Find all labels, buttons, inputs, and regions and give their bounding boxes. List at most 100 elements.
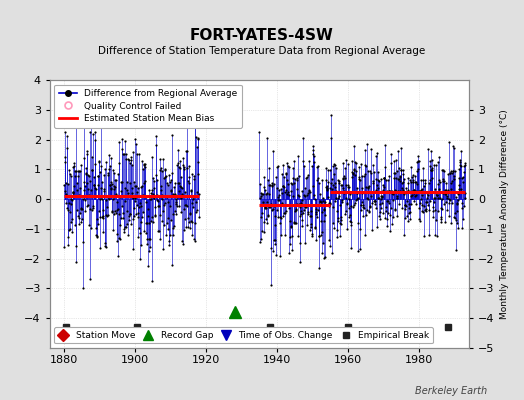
- Point: [193, 144, 201, 150]
- Point: [417, 187, 425, 194]
- Point: [450, 176, 458, 182]
- Point: [351, 159, 359, 165]
- Point: [296, 240, 304, 246]
- Point: [425, 207, 433, 213]
- Point: [455, 162, 464, 168]
- Point: [172, 194, 181, 200]
- Point: [168, 232, 177, 238]
- Point: [352, 168, 361, 174]
- Point: [69, 189, 78, 196]
- Point: [174, 164, 183, 170]
- Point: [135, 151, 143, 157]
- Point: [184, 214, 192, 221]
- Point: [345, 214, 353, 220]
- Point: [360, 189, 368, 195]
- Point: [124, 232, 133, 238]
- Point: [377, 176, 385, 182]
- Point: [105, 182, 114, 188]
- Point: [86, 206, 95, 213]
- Point: [61, 128, 70, 135]
- Point: [326, 201, 335, 207]
- Point: [441, 219, 449, 226]
- Point: [60, 244, 69, 250]
- Point: [341, 165, 350, 171]
- Point: [347, 221, 356, 228]
- Point: [441, 191, 450, 197]
- Point: [443, 187, 452, 193]
- Point: [290, 220, 299, 226]
- Point: [386, 188, 394, 195]
- Point: [285, 250, 293, 256]
- Point: [103, 170, 112, 176]
- Point: [328, 185, 336, 192]
- Point: [265, 165, 274, 171]
- Point: [266, 204, 275, 210]
- Point: [288, 233, 296, 239]
- Point: [450, 144, 458, 151]
- Point: [450, 214, 458, 220]
- Point: [359, 203, 367, 210]
- Point: [355, 164, 363, 170]
- Point: [412, 179, 420, 185]
- Point: [421, 177, 429, 183]
- Point: [443, 207, 451, 213]
- Point: [183, 124, 191, 130]
- Point: [332, 195, 340, 202]
- Point: [394, 195, 402, 202]
- Point: [307, 224, 315, 230]
- Point: [108, 209, 116, 215]
- Point: [375, 213, 384, 219]
- Point: [182, 202, 190, 208]
- Point: [87, 187, 95, 194]
- Point: [140, 160, 149, 167]
- Point: [187, 188, 195, 194]
- Point: [275, 187, 283, 193]
- Point: [156, 212, 164, 218]
- Point: [160, 174, 168, 181]
- Point: [71, 168, 79, 175]
- Point: [150, 213, 159, 220]
- Point: [323, 185, 332, 192]
- Point: [152, 133, 160, 139]
- Point: [396, 178, 405, 185]
- Text: Difference of Station Temperature Data from Regional Average: Difference of Station Temperature Data f…: [99, 46, 425, 56]
- Point: [167, 177, 175, 183]
- Point: [343, 182, 352, 188]
- Point: [161, 174, 169, 180]
- Point: [271, 222, 280, 228]
- Point: [391, 207, 399, 213]
- Point: [125, 217, 134, 223]
- Point: [359, 213, 367, 219]
- Point: [417, 177, 425, 183]
- Point: [356, 246, 364, 252]
- Point: [85, 128, 94, 135]
- Point: [101, 240, 109, 247]
- Point: [312, 209, 320, 216]
- Point: [455, 175, 463, 181]
- Point: [193, 189, 201, 195]
- Point: [329, 162, 337, 169]
- Point: [321, 254, 329, 260]
- Text: Berkeley Earth: Berkeley Earth: [415, 386, 487, 396]
- Point: [415, 188, 423, 194]
- Point: [326, 185, 334, 191]
- Point: [302, 174, 311, 180]
- Point: [341, 156, 350, 163]
- Point: [69, 188, 77, 195]
- Point: [258, 191, 267, 197]
- Point: [78, 216, 86, 222]
- Point: [374, 169, 383, 175]
- Point: [161, 166, 170, 173]
- Point: [179, 155, 187, 162]
- Point: [126, 211, 134, 218]
- Point: [262, 204, 270, 211]
- Point: [309, 182, 317, 189]
- Point: [270, 213, 279, 220]
- Point: [443, 195, 451, 201]
- Point: [291, 220, 300, 226]
- Point: [300, 207, 309, 213]
- Point: [379, 210, 387, 216]
- Point: [186, 225, 194, 231]
- Point: [409, 177, 418, 184]
- Point: [300, 204, 309, 210]
